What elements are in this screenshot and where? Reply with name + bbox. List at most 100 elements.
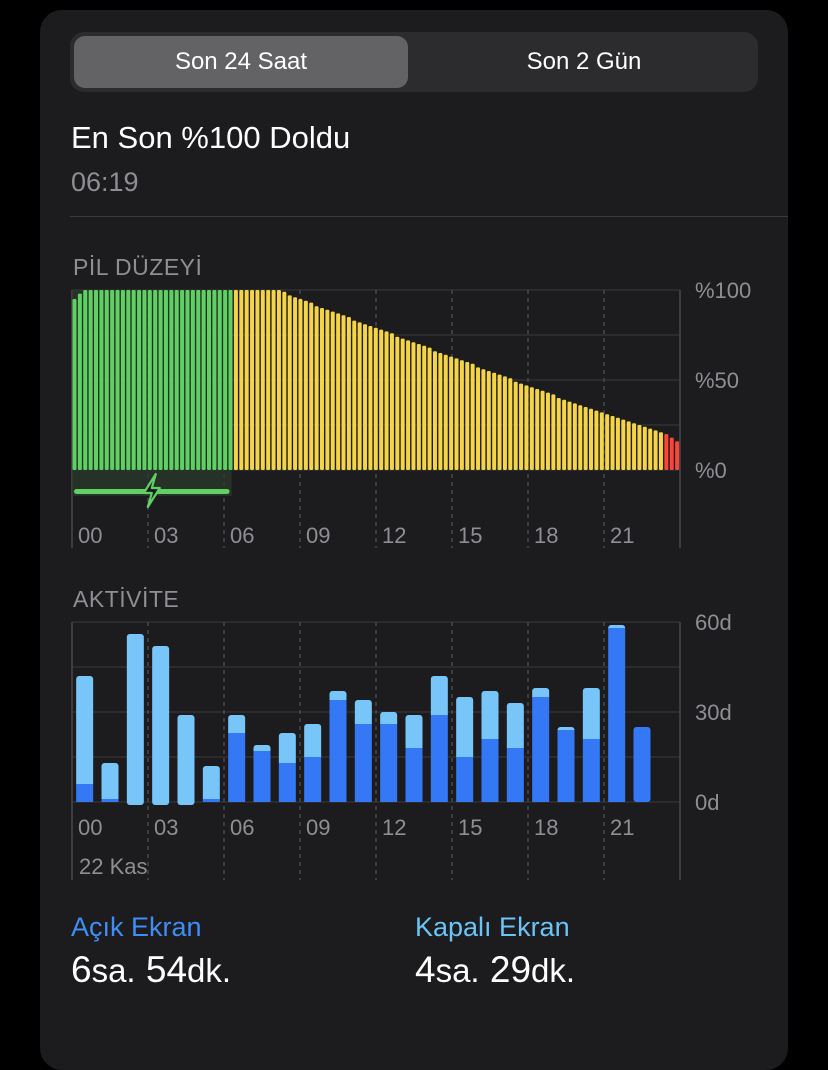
battery-bar [470, 363, 475, 470]
battery-x-tick: 03 [154, 523, 178, 548]
battery-bar [266, 290, 271, 470]
battery-bar [147, 290, 152, 470]
battery-bar [411, 342, 416, 470]
battery-bar [583, 407, 588, 470]
activity-bar-screen-off [582, 688, 600, 742]
battery-bar [529, 387, 534, 470]
battery-bar [287, 295, 292, 470]
battery-bar [276, 290, 281, 470]
activity-bar-screen-off [506, 703, 524, 751]
battery-bar [632, 423, 637, 470]
activity-bar-screen-on [532, 697, 550, 802]
battery-bar [309, 302, 314, 470]
battery-bar [298, 299, 303, 470]
activity-x-tick: 06 [230, 815, 254, 840]
battery-bar [314, 306, 319, 470]
battery-bar [438, 353, 443, 470]
battery-bar [126, 290, 131, 470]
activity-bar-screen-off [228, 715, 246, 736]
activity-bar-screen-on [633, 727, 651, 802]
battery-bar [158, 290, 163, 470]
battery-bar [476, 367, 481, 470]
divider [70, 216, 788, 217]
battery-bar [363, 324, 368, 470]
battery-bar [508, 378, 513, 470]
activity-bar-screen-off [152, 646, 170, 805]
battery-bar [320, 308, 324, 470]
time-range-segmented-control: Son 24 Saat Son 2 Gün [70, 32, 758, 92]
battery-bar [562, 399, 567, 470]
battery-bar [379, 329, 384, 470]
battery-bar [615, 417, 620, 470]
activity-bar-screen-on [253, 751, 271, 802]
battery-bar [578, 405, 583, 470]
battery-bar [282, 291, 287, 470]
activity-bar-screen-off [380, 712, 398, 727]
battery-bar [303, 300, 308, 470]
charts-canvas: %100 %50 %0 00 03 06 09 12 15 18 21 60d 30d 0d 00 03 06 0… [71, 278, 751, 880]
screen-off-hours-unit: sa. [435, 952, 480, 989]
battery-bar [88, 290, 93, 470]
battery-bar [551, 394, 556, 470]
battery-bar [137, 290, 142, 470]
battery-bar [599, 412, 604, 470]
activity-bar-screen-on [582, 739, 600, 802]
activity-x-tick: 18 [534, 815, 558, 840]
activity-bar-screen-off [481, 691, 499, 742]
activity-bar-screen-on [481, 739, 499, 802]
battery-bar [77, 293, 82, 470]
activity-bar-screen-off [304, 724, 322, 760]
battery-bar [642, 426, 647, 470]
activity-bar-screen-on [608, 628, 626, 802]
activity-bar-screen-on [405, 748, 423, 802]
battery-bar [513, 381, 518, 470]
last-full-charge-time: 06:19 [71, 167, 139, 197]
battery-bar [104, 290, 109, 470]
activity-bar-screen-on [354, 724, 372, 802]
screen-on-minutes-unit: dk. [187, 952, 232, 989]
screen-on-label: Açık Ekran [71, 912, 202, 942]
activity-bar-screen-on [557, 730, 575, 802]
activity-y-tick: 0d [695, 790, 719, 815]
activity-bar-screen-on [304, 757, 322, 802]
segment-last-2-days[interactable]: Son 2 Gün [526, 48, 642, 75]
battery-bar [621, 419, 626, 470]
segment-last-24-hours[interactable]: Son 24 Saat [74, 36, 408, 88]
battery-bar [459, 360, 464, 470]
battery-bar [497, 374, 502, 470]
battery-bar [669, 437, 674, 470]
battery-bar [502, 376, 507, 470]
battery-x-tick: 15 [458, 523, 482, 548]
battery-bar [519, 383, 524, 470]
battery-bar [244, 290, 249, 470]
battery-x-tick: 12 [382, 523, 406, 548]
battery-bar [212, 290, 217, 470]
screen-off-value: 4sa. 29dk. [415, 949, 575, 991]
activity-y-tick: 30d [695, 700, 732, 725]
battery-y-tick: %0 [695, 458, 727, 483]
screen-off-hours: 4 [415, 949, 436, 990]
battery-x-tick: 09 [306, 523, 330, 548]
activity-x-tick: 09 [306, 815, 330, 840]
battery-x-tick: 21 [610, 523, 634, 548]
battery-bar [384, 331, 389, 470]
battery-card: Son 24 Saat Son 2 Gün En Son %100 Doldu … [40, 10, 788, 1070]
battery-x-tick: 06 [230, 523, 254, 548]
battery-bar [626, 421, 631, 470]
activity-bar-screen-off [126, 634, 144, 805]
battery-bar [163, 290, 168, 470]
battery-bar [406, 340, 411, 470]
battery-bar [99, 290, 104, 470]
battery-bar [605, 414, 610, 470]
battery-bar [524, 385, 529, 470]
battery-bar [443, 354, 448, 470]
activity-bar-screen-on [430, 715, 448, 802]
activity-y-tick: 60d [695, 610, 732, 635]
battery-bar [142, 290, 147, 470]
activity-bar-screen-off [354, 700, 372, 727]
battery-x-tick: 00 [78, 523, 102, 548]
battery-bar [481, 369, 486, 470]
screen-on-value: 6sa. 54dk. [71, 949, 231, 991]
activity-x-tick: 15 [458, 815, 482, 840]
battery-bar [594, 410, 599, 470]
